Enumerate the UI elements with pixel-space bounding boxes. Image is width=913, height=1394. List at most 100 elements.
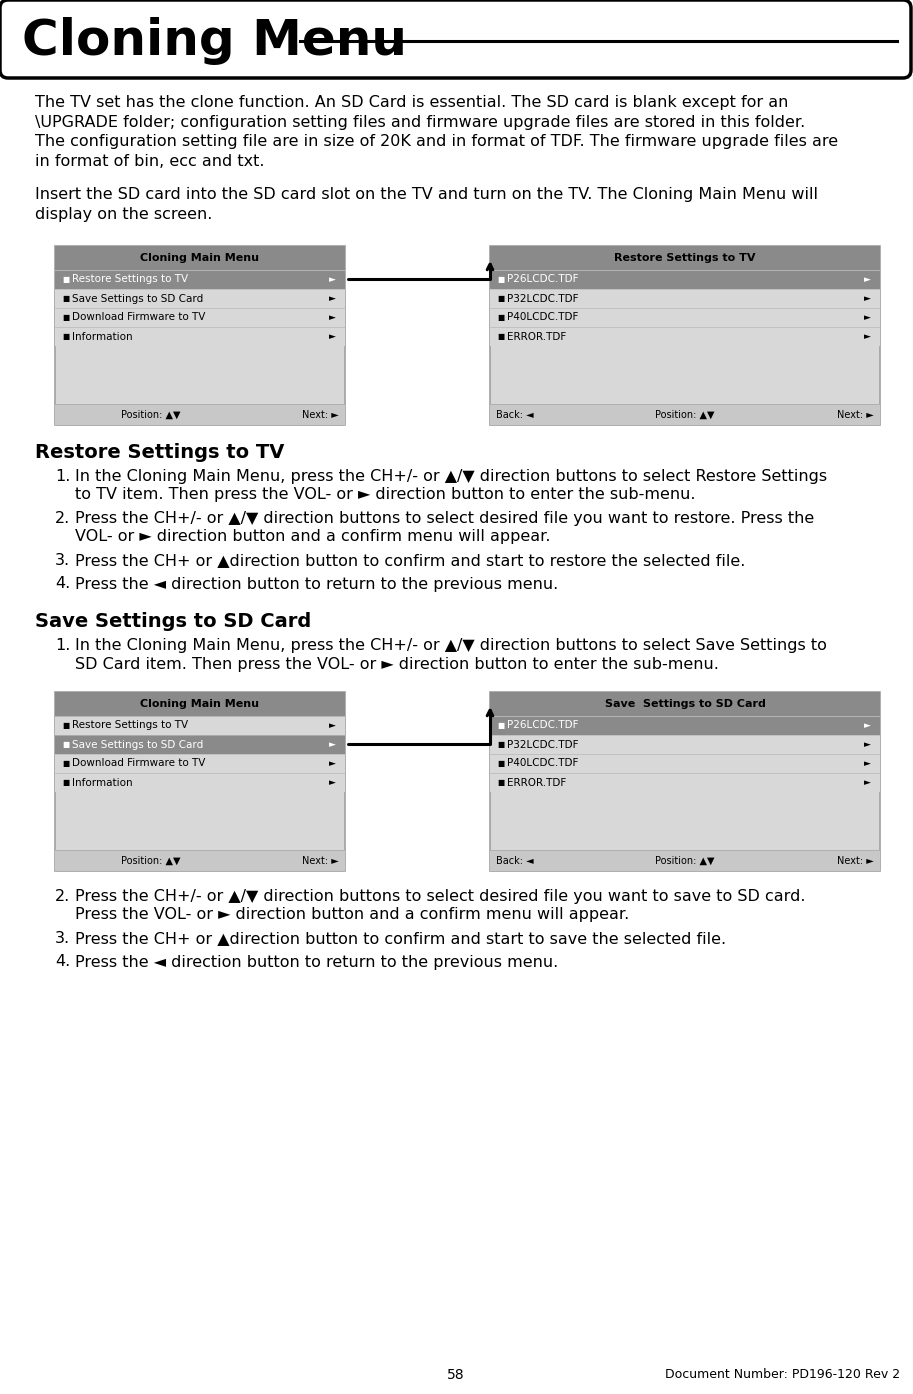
Text: Press the VOL- or ► direction button and a confirm menu will appear.: Press the VOL- or ► direction button and…	[75, 907, 629, 923]
Text: 58: 58	[447, 1368, 465, 1381]
FancyBboxPatch shape	[55, 289, 345, 308]
Text: Press the CH+ or ▲direction button to confirm and start to save the selected fil: Press the CH+ or ▲direction button to co…	[75, 931, 726, 947]
Text: Save Settings to SD Card: Save Settings to SD Card	[72, 294, 204, 304]
Text: ►: ►	[864, 275, 871, 284]
Text: ►: ►	[329, 758, 336, 768]
FancyBboxPatch shape	[490, 270, 880, 289]
Text: P40LCDC.TDF: P40LCDC.TDF	[507, 312, 578, 322]
Text: Restore Settings to TV: Restore Settings to TV	[72, 721, 188, 730]
FancyBboxPatch shape	[490, 289, 880, 308]
Text: ■: ■	[497, 275, 504, 284]
Text: ■: ■	[497, 294, 504, 302]
FancyBboxPatch shape	[55, 245, 345, 270]
Text: Save  Settings to SD Card: Save Settings to SD Card	[604, 698, 765, 710]
Text: Save Settings to SD Card: Save Settings to SD Card	[35, 612, 311, 631]
Text: Next: ►: Next: ►	[837, 856, 874, 866]
Text: The configuration setting file are in size of 20K and in format of TDF. The firm: The configuration setting file are in si…	[35, 134, 838, 149]
Text: in format of bin, ecc and txt.: in format of bin, ecc and txt.	[35, 153, 265, 169]
FancyBboxPatch shape	[55, 754, 345, 774]
Text: ■: ■	[62, 294, 69, 302]
Text: ►: ►	[864, 721, 871, 730]
Text: ■: ■	[62, 332, 69, 342]
Text: ■: ■	[62, 275, 69, 284]
FancyBboxPatch shape	[490, 691, 880, 717]
Text: Information: Information	[72, 332, 132, 342]
FancyBboxPatch shape	[490, 691, 880, 871]
Text: P26LCDC.TDF: P26LCDC.TDF	[507, 721, 579, 730]
Text: P32LCDC.TDF: P32LCDC.TDF	[507, 294, 579, 304]
Text: ■: ■	[62, 758, 69, 768]
FancyBboxPatch shape	[490, 308, 880, 328]
Text: ►: ►	[864, 778, 871, 788]
FancyBboxPatch shape	[55, 691, 345, 717]
Text: Insert the SD card into the SD card slot on the TV and turn on the TV. The Cloni: Insert the SD card into the SD card slot…	[35, 187, 818, 202]
FancyBboxPatch shape	[490, 245, 880, 425]
Text: ►: ►	[864, 758, 871, 768]
Text: Position: ▲▼: Position: ▲▼	[656, 856, 715, 866]
Text: ■: ■	[497, 740, 504, 749]
Text: Press the CH+/- or ▲/▼ direction buttons to select desired file you want to rest: Press the CH+/- or ▲/▼ direction buttons…	[75, 512, 814, 526]
Text: Information: Information	[72, 778, 132, 788]
Text: P40LCDC.TDF: P40LCDC.TDF	[507, 758, 578, 768]
Text: Next: ►: Next: ►	[837, 410, 874, 420]
Text: 3.: 3.	[55, 553, 70, 567]
FancyBboxPatch shape	[55, 717, 345, 735]
Text: Press the CH+ or ▲direction button to confirm and start to restore the selected : Press the CH+ or ▲direction button to co…	[75, 553, 745, 567]
FancyBboxPatch shape	[55, 691, 345, 871]
FancyBboxPatch shape	[490, 754, 880, 774]
Text: Position: ▲▼: Position: ▲▼	[656, 410, 715, 420]
Text: Restore Settings to TV: Restore Settings to TV	[72, 275, 188, 284]
Text: Press the CH+/- or ▲/▼ direction buttons to select desired file you want to save: Press the CH+/- or ▲/▼ direction buttons…	[75, 889, 805, 903]
FancyBboxPatch shape	[490, 404, 880, 425]
Text: 4.: 4.	[55, 577, 70, 591]
FancyBboxPatch shape	[490, 245, 880, 270]
Text: VOL- or ► direction button and a confirm menu will appear.: VOL- or ► direction button and a confirm…	[75, 530, 551, 545]
FancyBboxPatch shape	[55, 850, 345, 871]
Text: SD Card item. Then press the VOL- or ► direction button to enter the sub-menu.: SD Card item. Then press the VOL- or ► d…	[75, 657, 719, 672]
Text: Press the ◄ direction button to return to the previous menu.: Press the ◄ direction button to return t…	[75, 955, 558, 969]
Text: Cloning Menu: Cloning Menu	[22, 17, 407, 66]
Text: 2.: 2.	[55, 512, 70, 526]
FancyBboxPatch shape	[0, 0, 911, 78]
Text: 1.: 1.	[55, 638, 70, 652]
Text: Press the ◄ direction button to return to the previous menu.: Press the ◄ direction button to return t…	[75, 577, 558, 591]
Text: ►: ►	[329, 314, 336, 322]
FancyBboxPatch shape	[55, 245, 345, 425]
Text: ■: ■	[497, 314, 504, 322]
Text: ■: ■	[62, 721, 69, 730]
Text: ■: ■	[62, 314, 69, 322]
Text: Next: ►: Next: ►	[302, 856, 339, 866]
Text: ■: ■	[62, 778, 69, 788]
Text: ►: ►	[864, 294, 871, 302]
FancyBboxPatch shape	[55, 308, 345, 328]
Text: Cloning Main Menu: Cloning Main Menu	[141, 698, 259, 710]
Text: ►: ►	[329, 275, 336, 284]
FancyBboxPatch shape	[490, 328, 880, 346]
Text: Position: ▲▼: Position: ▲▼	[121, 410, 181, 420]
Text: \UPGRADE folder; configuration setting files and firmware upgrade files are stor: \UPGRADE folder; configuration setting f…	[35, 114, 805, 130]
FancyBboxPatch shape	[55, 404, 345, 425]
Text: Download Firmware to TV: Download Firmware to TV	[72, 312, 205, 322]
Text: display on the screen.: display on the screen.	[35, 206, 213, 222]
Text: to TV item. Then press the VOL- or ► direction button to enter the sub-menu.: to TV item. Then press the VOL- or ► dir…	[75, 488, 696, 502]
Text: Download Firmware to TV: Download Firmware to TV	[72, 758, 205, 768]
FancyBboxPatch shape	[490, 735, 880, 754]
FancyBboxPatch shape	[490, 850, 880, 871]
Text: ►: ►	[329, 778, 336, 788]
Text: ►: ►	[329, 294, 336, 302]
Text: Back: ◄: Back: ◄	[496, 410, 533, 420]
Text: P32LCDC.TDF: P32LCDC.TDF	[507, 739, 579, 750]
Text: ►: ►	[329, 332, 336, 342]
Text: ■: ■	[497, 721, 504, 730]
Text: ■: ■	[497, 332, 504, 342]
Text: ►: ►	[329, 740, 336, 749]
Text: The TV set has the clone function. An SD Card is essential. The SD card is blank: The TV set has the clone function. An SD…	[35, 95, 788, 110]
Text: 4.: 4.	[55, 955, 70, 969]
Text: ■: ■	[497, 778, 504, 788]
FancyBboxPatch shape	[490, 774, 880, 792]
Text: ►: ►	[864, 332, 871, 342]
Text: ERROR.TDF: ERROR.TDF	[507, 778, 566, 788]
Text: 3.: 3.	[55, 931, 70, 947]
Text: Position: ▲▼: Position: ▲▼	[121, 856, 181, 866]
Text: Document Number: PD196-120 Rev 2: Document Number: PD196-120 Rev 2	[665, 1368, 900, 1381]
